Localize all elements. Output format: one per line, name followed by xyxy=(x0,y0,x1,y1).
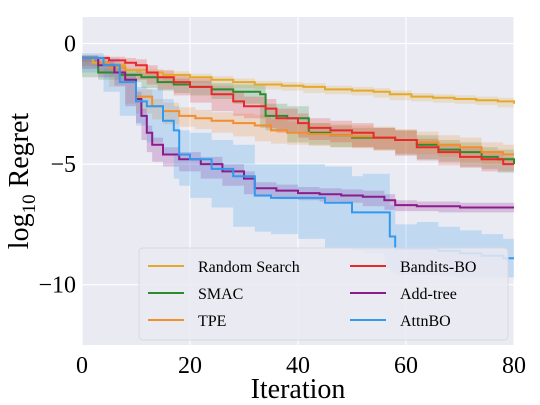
y-axis-title: log10 Regret xyxy=(4,113,40,250)
legend-label-add-tree: Add-tree xyxy=(400,286,457,303)
legend-label-smac: SMAC xyxy=(198,286,243,303)
x-tick-label: 0 xyxy=(76,353,88,379)
x-tick-label: 40 xyxy=(286,353,310,379)
legend: Random Search SMAC TPE Bandits-BO Add-tree At… xyxy=(138,247,509,341)
x-tick-labels: 0 20 40 60 80 xyxy=(76,353,526,379)
band-attnbo xyxy=(82,53,514,278)
y-tick-label: −10 xyxy=(38,273,76,299)
y-tick-label: −5 xyxy=(50,152,76,178)
legend-box xyxy=(138,247,509,341)
x-axis-title: Iteration xyxy=(251,374,346,405)
legend-label-tpe: TPE xyxy=(198,313,226,330)
y-tick-labels: 0 −5 −10 xyxy=(38,32,76,299)
line-bandits-bo xyxy=(82,57,514,166)
legend-label-attnbo: AttnBO xyxy=(400,313,451,330)
x-tick-label: 20 xyxy=(178,353,202,379)
y-axis-title-subscript: 10 xyxy=(19,194,40,213)
y-axis-title-rest: Regret xyxy=(4,113,35,195)
x-tick-label: 60 xyxy=(394,353,418,379)
band-tpe xyxy=(82,55,514,165)
legend-label-bandits-bo: Bandits-BO xyxy=(400,259,476,276)
x-tick-label: 80 xyxy=(502,353,526,379)
y-axis-title-main: log xyxy=(4,213,35,249)
legend-label-random-search: Random Search xyxy=(198,259,300,276)
y-tick-label: 0 xyxy=(64,32,76,58)
